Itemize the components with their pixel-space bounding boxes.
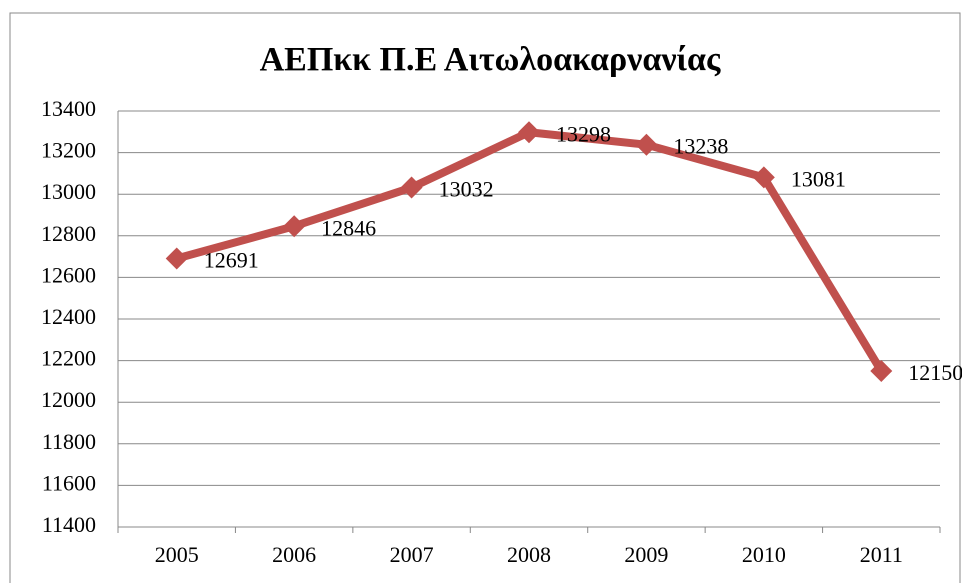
data-marker (870, 360, 893, 382)
data-label: 13032 (439, 177, 494, 202)
chart-frame (9, 12, 961, 583)
y-tick-label: 13000 (41, 179, 96, 204)
y-tick-label: 11400 (42, 512, 96, 537)
y-tick-label: 12400 (41, 304, 96, 329)
data-label: 12691 (204, 248, 259, 273)
data-label: 13081 (791, 166, 846, 191)
y-tick-label: 12000 (41, 387, 96, 412)
x-tick-label: 2010 (742, 542, 786, 567)
data-label: 12150 (908, 360, 962, 385)
y-tick-label: 11600 (42, 470, 96, 495)
data-marker (165, 247, 188, 270)
y-tick-label: 12200 (41, 346, 96, 371)
y-tick-label: 13200 (41, 138, 96, 163)
x-tick-label: 2006 (272, 542, 316, 567)
x-tick-label: 2008 (507, 542, 551, 567)
data-label: 13238 (673, 134, 728, 159)
x-tick-label: 2011 (860, 542, 903, 567)
y-tick-label: 13400 (41, 96, 96, 121)
y-tick-label: 12800 (41, 221, 96, 246)
data-label: 12846 (321, 215, 376, 240)
data-marker (283, 215, 306, 238)
data-marker (400, 176, 423, 199)
y-tick-label: 11800 (42, 429, 96, 454)
data-label: 13298 (556, 121, 611, 146)
y-tick-label: 12600 (41, 262, 96, 287)
chart-title: ΑΕΠκκ Π.Ε Αιτωλοακαρνανίας (260, 41, 721, 78)
x-tick-label: 2005 (155, 542, 199, 567)
x-tick-label: 2007 (390, 542, 434, 567)
data-marker (518, 121, 540, 144)
data-marker (635, 133, 658, 156)
x-tick-label: 2009 (624, 542, 668, 567)
data-marker (752, 166, 775, 189)
